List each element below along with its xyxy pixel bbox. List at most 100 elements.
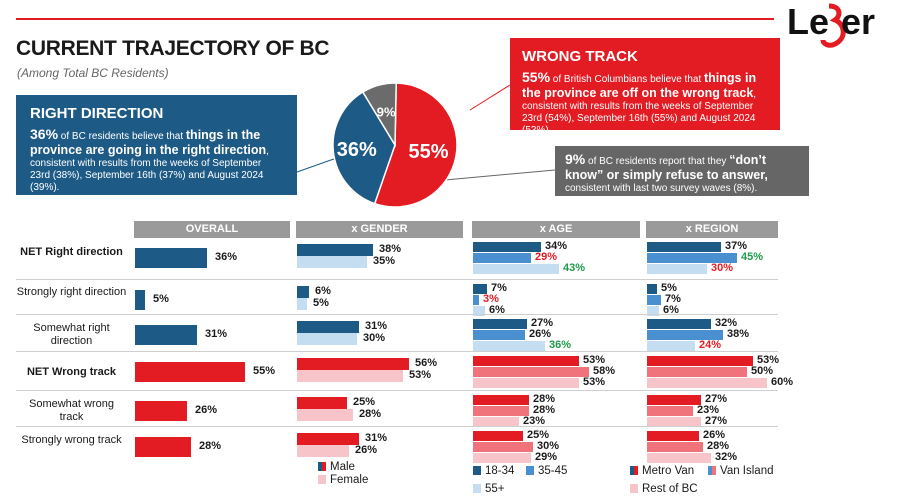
- age-bar-0: [473, 242, 541, 252]
- region-value: 5%: [661, 282, 677, 294]
- legend-region-island: Van Island: [708, 464, 774, 478]
- gender-value: 56%: [415, 357, 438, 369]
- wrong-track-text: 55% of British Columbians believe that t…: [522, 69, 768, 137]
- gender-value: 31%: [365, 320, 388, 332]
- right-direction-text3: , consistent with results from the weeks…: [30, 146, 269, 193]
- gender-bar-male: [297, 397, 347, 409]
- region-bar-0: [647, 284, 657, 294]
- region-value: 27%: [705, 415, 728, 427]
- age-value: 23%: [523, 415, 546, 427]
- row-divider: [16, 426, 778, 427]
- overall-value: 36%: [215, 251, 238, 263]
- row-label: Somewhat right direction: [33, 322, 110, 347]
- top-rule: [16, 18, 774, 20]
- age-value: 29%: [535, 251, 558, 263]
- region-bar-1: [647, 330, 723, 340]
- age-value: 27%: [531, 317, 554, 329]
- gender-value: 28%: [359, 408, 382, 420]
- legend-swatch: [318, 462, 326, 471]
- legend-region-rest: Rest of BC: [630, 482, 698, 496]
- region-value: 32%: [715, 451, 738, 463]
- right-direction-text2: things in the province are going in the …: [30, 128, 267, 157]
- region-value: 53%: [757, 354, 780, 366]
- age-value: 7%: [491, 282, 507, 294]
- wrong-track-text1: of British Columbians believe that: [550, 74, 704, 85]
- overall-value: 26%: [195, 404, 218, 416]
- age-bar-2: [473, 341, 545, 351]
- region-value: 30%: [711, 262, 734, 274]
- region-value: 6%: [663, 304, 679, 316]
- legend-age-35-45: 35-45: [526, 464, 567, 478]
- region-bar-2: [647, 417, 701, 427]
- age-bar-0: [473, 431, 523, 441]
- age-bar-0: [473, 284, 487, 294]
- gender-bar-male: [297, 358, 409, 370]
- age-bar-2: [473, 417, 519, 427]
- row-divider: [16, 390, 778, 391]
- gender-bar-male: [297, 433, 359, 445]
- leger-logo: Le er: [783, 0, 893, 48]
- age-value: 29%: [535, 451, 558, 463]
- age-value: 30%: [537, 440, 560, 452]
- gender-bar-female: [297, 333, 357, 345]
- gender-bar-female: [297, 445, 349, 457]
- header-region: x REGION: [646, 221, 778, 238]
- row-divider: [16, 351, 778, 352]
- overall-value: 28%: [199, 440, 222, 452]
- overall-bar: [135, 437, 191, 457]
- overall-bar: [135, 401, 187, 421]
- overall-value: 55%: [253, 365, 276, 377]
- age-value: 36%: [549, 339, 572, 351]
- legend-swatch: [708, 466, 716, 475]
- wrong-track-text2: things in the province are off on the wr…: [522, 71, 757, 100]
- pie-chart: 55% 36% 9%: [330, 80, 460, 210]
- pie-slice-wrong-track: [373, 82, 458, 208]
- legend-swatch: [473, 484, 481, 493]
- legend-region-metro: Metro Van: [630, 464, 694, 478]
- pie-slice-don-t-know: [361, 82, 398, 148]
- legend-label: Female: [330, 474, 369, 486]
- leger-logo-mark: Le er: [787, 1, 875, 48]
- row-label: Somewhat wrong track: [29, 398, 114, 423]
- page-subtitle: (Among Total BC Residents): [17, 66, 169, 80]
- age-value: 28%: [533, 393, 556, 405]
- region-value: 26%: [703, 429, 726, 441]
- gender-value: 53%: [409, 369, 432, 381]
- region-value: 45%: [741, 251, 764, 263]
- age-bar-2: [473, 453, 531, 463]
- region-value: 50%: [751, 365, 774, 377]
- wrong-track-heading: WRONG TRACK: [522, 48, 638, 65]
- region-bar-0: [647, 356, 753, 366]
- region-bar-2: [647, 453, 711, 463]
- region-value: 37%: [725, 240, 748, 252]
- gender-value: 26%: [355, 444, 378, 456]
- legend-gender-female: Female: [318, 473, 368, 487]
- region-bar-2: [647, 264, 707, 274]
- legend-age-55plus: 55+: [473, 482, 505, 496]
- dont-know-text: 9% of BC residents report that they “don…: [565, 151, 799, 195]
- age-bar-0: [473, 319, 527, 329]
- right-direction-text1: of BC residents believe that: [58, 131, 186, 142]
- header-age: x AGE: [472, 221, 640, 238]
- region-value: 60%: [771, 376, 794, 388]
- legend-label: 18-34: [485, 465, 515, 477]
- region-value: 7%: [665, 293, 681, 305]
- gender-value: 38%: [379, 243, 402, 255]
- row-divider: [16, 314, 778, 315]
- legend-label: Metro Van: [642, 465, 695, 477]
- age-value: 28%: [533, 404, 556, 416]
- gender-bar-male: [297, 321, 359, 333]
- age-bar-1: [473, 295, 479, 305]
- gender-bar-male: [297, 244, 373, 256]
- gender-bar-female: [297, 298, 307, 310]
- header-gender: x GENDER: [296, 221, 463, 238]
- overall-bar: [135, 362, 245, 382]
- gender-bar-male: [297, 286, 309, 298]
- dont-know-pct: 9%: [565, 151, 586, 167]
- dont-know-text3: consistent with last two survey waves (8…: [565, 183, 758, 194]
- region-bar-0: [647, 395, 701, 405]
- age-bar-1: [473, 367, 589, 377]
- age-value: 34%: [545, 240, 568, 252]
- region-value: 27%: [705, 393, 728, 405]
- region-bar-2: [647, 378, 767, 388]
